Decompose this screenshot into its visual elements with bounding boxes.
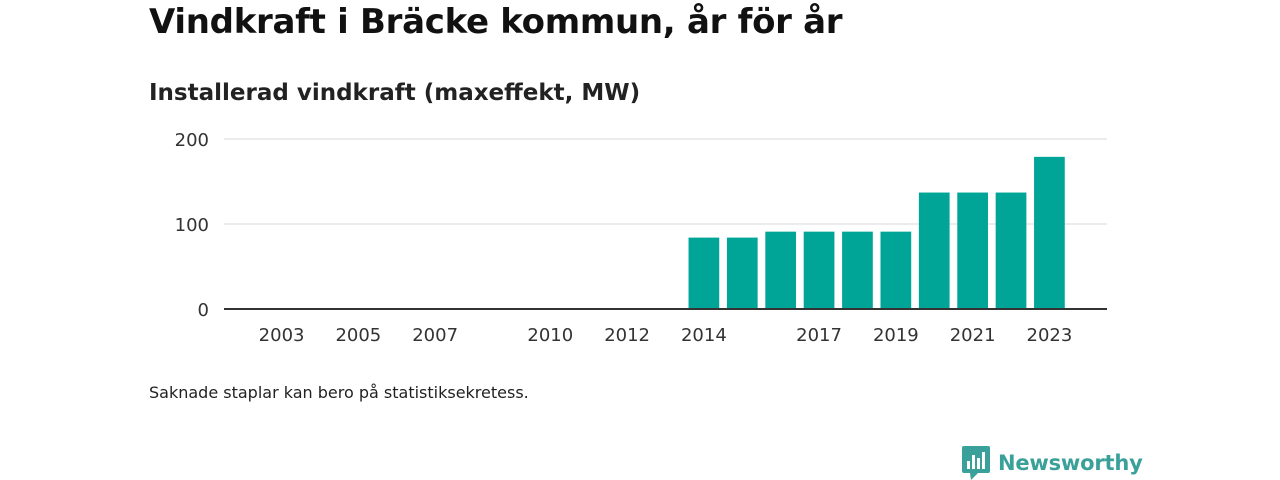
- x-tick-label-2010: 2010: [527, 325, 573, 346]
- bar-2022: [995, 192, 1027, 309]
- bars: [688, 156, 1065, 309]
- x-tick-label-2012: 2012: [604, 325, 650, 346]
- bar-2020: [918, 192, 950, 309]
- footnote: Saknade staplar kan bero på statistiksek…: [149, 383, 529, 402]
- x-tick-label-2007: 2007: [412, 325, 458, 346]
- x-tick-label-2019: 2019: [873, 325, 919, 346]
- bar-chart: 0 100 200 2003 2005 2007 2010 2012 2014 2017 2019…: [175, 130, 1107, 346]
- bar-2023: [1034, 156, 1065, 309]
- brand-logo: Newsworthy: [962, 446, 1143, 480]
- bar-2018: [842, 231, 873, 309]
- chart-title: Vindkraft i Bräcke kommun, år för år: [149, 2, 843, 42]
- bar-2017: [803, 231, 835, 309]
- x-tick-label-2021: 2021: [950, 325, 996, 346]
- chart-subtitle: Installerad vindkraft (maxeffekt, MW): [149, 80, 641, 106]
- newsworthy-logo-icon: [962, 446, 990, 480]
- y-tick-label-100: 100: [175, 215, 209, 236]
- x-tick-label-2003: 2003: [259, 325, 305, 346]
- bar-2021: [957, 192, 988, 309]
- x-tick-label-2023: 2023: [1027, 325, 1073, 346]
- x-tick-label-2005: 2005: [335, 325, 381, 346]
- bar-2015: [726, 237, 758, 309]
- bar-2016: [765, 231, 797, 309]
- x-axis-tick-labels: 2003 2005 2007 2010 2012 2014 2017 2019 2021 2023: [259, 325, 1073, 346]
- brand-name: Newsworthy: [998, 451, 1143, 475]
- x-tick-label-2014: 2014: [681, 325, 727, 346]
- x-tick-label-2017: 2017: [796, 325, 842, 346]
- bar-2019: [880, 231, 912, 309]
- y-tick-label-200: 200: [175, 130, 209, 151]
- y-axis-tick-labels: 0 100 200: [175, 130, 209, 321]
- bar-2014: [688, 237, 720, 309]
- y-tick-label-0: 0: [198, 300, 209, 321]
